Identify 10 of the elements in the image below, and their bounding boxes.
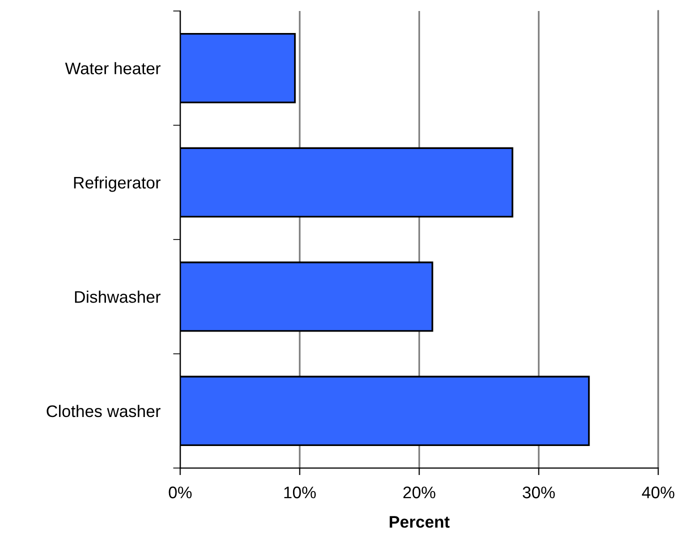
y-tick-label: Dishwasher: [75, 290, 160, 303]
y-tick-label: Water heater: [65, 62, 160, 74]
x-tick-label: 10%: [284, 486, 316, 498]
x-tick-label: 20%: [403, 486, 436, 498]
x-tick-label: 40%: [642, 486, 674, 498]
y-tick-label: Clothes washer: [46, 404, 160, 418]
x-tick-label: 0%: [168, 486, 192, 498]
x-tick-label: 30%: [522, 486, 555, 498]
x-axis-title: Percent: [390, 516, 450, 528]
y-tick-label: Refrigerator: [74, 176, 160, 192]
